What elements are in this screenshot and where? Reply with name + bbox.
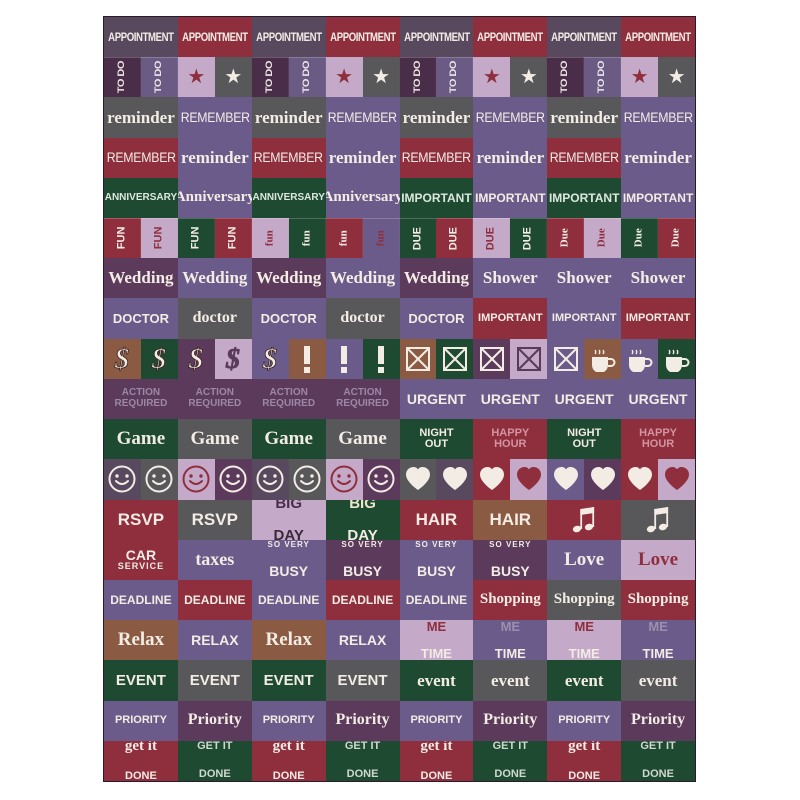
svg-text:$: $ xyxy=(225,344,240,375)
svg-text:$: $ xyxy=(262,344,277,375)
svg-text:$: $ xyxy=(151,344,166,375)
svg-text:$: $ xyxy=(188,344,203,375)
svg-text:$: $ xyxy=(114,344,129,375)
